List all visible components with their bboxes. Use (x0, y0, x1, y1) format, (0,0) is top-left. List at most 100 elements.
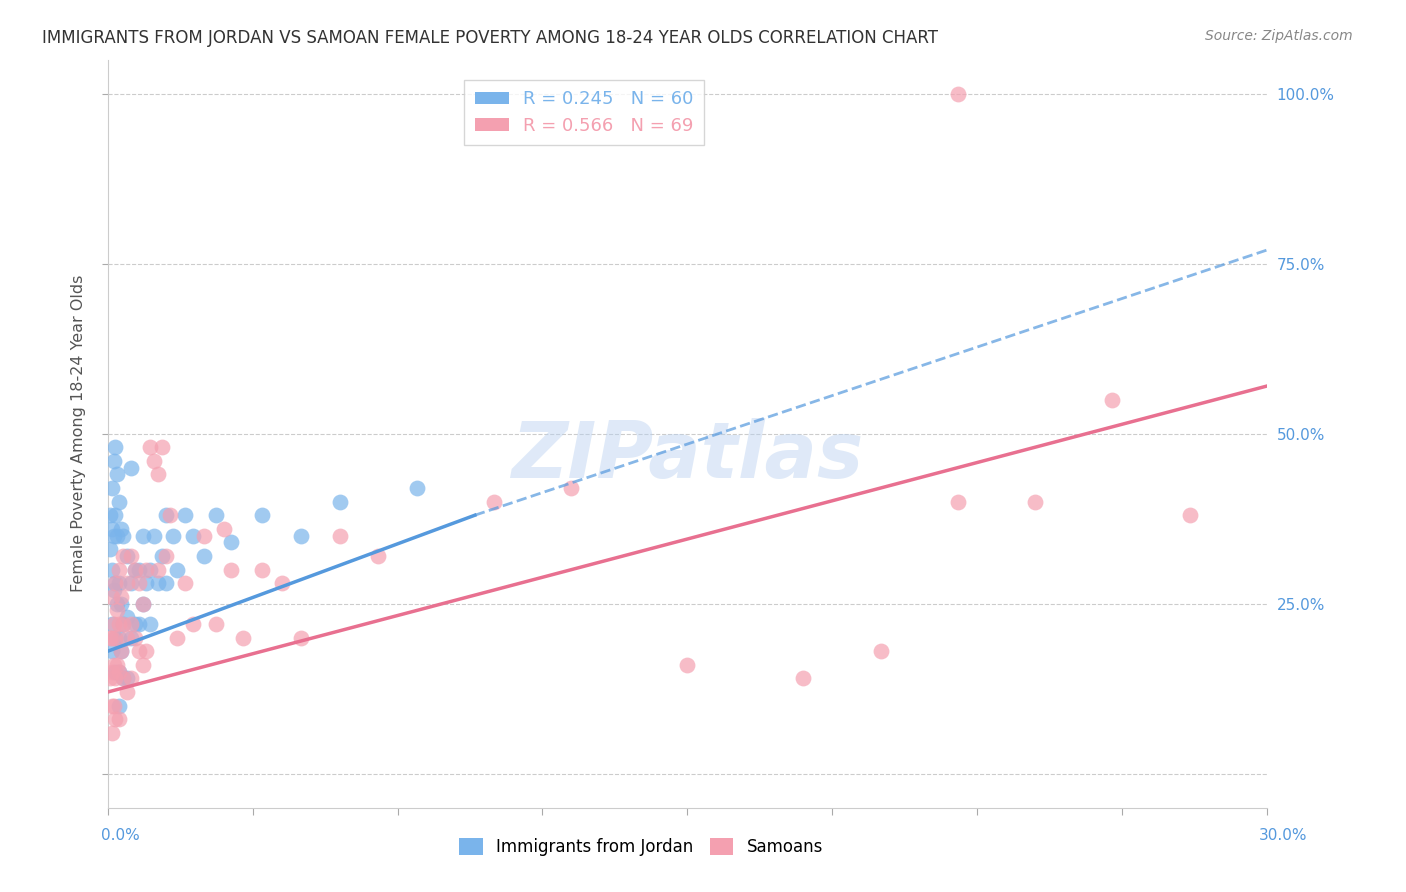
Point (110, 644, 132, 658)
Point (166, 631, 188, 645)
Point (174, 576, 197, 591)
Point (112, 528, 135, 542)
Point (135, 644, 157, 658)
Point (139, 440, 162, 454)
Point (108, 712, 131, 726)
Point (139, 617, 162, 632)
Point (107, 528, 129, 542)
Point (103, 657, 125, 672)
Point (146, 576, 169, 591)
Text: Source: ZipAtlas.com: Source: ZipAtlas.com (1205, 29, 1353, 43)
Point (406, 481, 429, 495)
Point (107, 467, 129, 482)
Point (131, 597, 153, 611)
Point (162, 528, 184, 542)
Point (143, 454, 166, 468)
Point (869, 644, 891, 658)
Point (124, 563, 146, 577)
Point (128, 563, 150, 577)
Point (128, 644, 150, 658)
Point (166, 563, 188, 577)
Y-axis label: Female Poverty Among 18-24 Year Olds: Female Poverty Among 18-24 Year Olds (72, 275, 86, 592)
Point (155, 508, 177, 523)
Point (212, 522, 235, 536)
Point (110, 597, 132, 611)
Text: 0.0%: 0.0% (101, 829, 141, 843)
Point (108, 698, 131, 713)
Point (110, 522, 132, 536)
Point (108, 563, 131, 577)
Point (120, 460, 142, 475)
Point (131, 597, 153, 611)
Point (103, 582, 125, 597)
Point (98, 631, 121, 645)
Point (104, 665, 127, 679)
Point (131, 528, 153, 542)
Point (103, 617, 125, 632)
Point (560, 481, 582, 495)
Point (108, 617, 131, 632)
Point (290, 631, 312, 645)
Point (115, 631, 138, 645)
Point (104, 576, 127, 591)
Point (193, 528, 215, 542)
Point (128, 576, 150, 591)
Point (108, 494, 131, 508)
Point (143, 528, 166, 542)
Point (104, 672, 127, 686)
Point (112, 549, 135, 563)
Point (252, 508, 274, 523)
Point (103, 698, 125, 713)
Point (946, 494, 969, 508)
Point (104, 508, 127, 523)
Point (1178, 508, 1201, 523)
Point (100, 481, 122, 495)
Point (1101, 392, 1123, 407)
Point (107, 657, 129, 672)
Point (107, 597, 129, 611)
Point (104, 712, 127, 726)
Point (792, 672, 814, 686)
Point (100, 698, 122, 713)
Text: IMMIGRANTS FROM JORDAN VS SAMOAN FEMALE POVERTY AMONG 18-24 YEAR OLDS CORRELATIO: IMMIGRANTS FROM JORDAN VS SAMOAN FEMALE … (42, 29, 938, 46)
Point (135, 563, 157, 577)
Point (100, 665, 122, 679)
Legend: R = 0.245   N = 60, R = 0.566   N = 69: R = 0.245 N = 60, R = 0.566 N = 69 (464, 79, 704, 145)
Point (135, 576, 157, 591)
Point (100, 522, 122, 536)
Point (1024, 494, 1046, 508)
Text: 30.0%: 30.0% (1260, 829, 1308, 843)
Point (108, 665, 131, 679)
Point (193, 549, 215, 563)
Point (100, 590, 122, 604)
Point (112, 672, 135, 686)
Point (120, 549, 142, 563)
Point (115, 549, 138, 563)
Point (100, 726, 122, 740)
Point (120, 631, 142, 645)
Point (139, 563, 162, 577)
Point (98, 672, 121, 686)
Point (104, 631, 127, 645)
Point (104, 631, 127, 645)
Point (128, 617, 150, 632)
Point (104, 440, 127, 454)
Point (107, 603, 129, 617)
Point (124, 631, 146, 645)
Point (131, 657, 153, 672)
Point (221, 535, 243, 549)
Point (108, 631, 131, 645)
Point (112, 617, 135, 632)
Point (367, 549, 389, 563)
Point (124, 563, 146, 577)
Point (329, 528, 352, 542)
Point (115, 685, 138, 699)
Point (110, 590, 132, 604)
Point (221, 563, 243, 577)
Point (946, 87, 969, 101)
Point (98, 508, 121, 523)
Point (290, 528, 312, 542)
Point (155, 549, 177, 563)
Point (103, 454, 125, 468)
Point (270, 576, 292, 591)
